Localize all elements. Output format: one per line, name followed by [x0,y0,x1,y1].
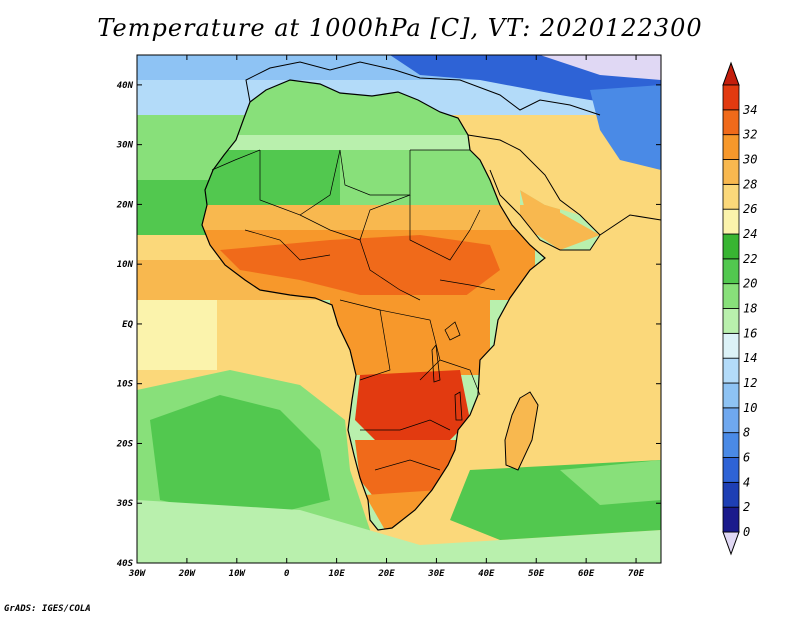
colorbar-label: 12 [743,376,757,390]
colorbar-box [722,382,740,409]
colorbar-label: 18 [743,302,757,316]
grads-credit: GrADS: IGES/COLA [4,604,91,614]
lon-tick-label: 50E [528,569,545,579]
lon-tick-label: 30W [128,569,147,579]
colorbar-box [722,457,740,483]
map-frame [136,54,662,564]
colorbar-box [722,308,740,334]
colorbar-box [722,283,740,309]
map-title: Temperature at 1000hPa [C], VT: 20201223… [97,14,703,42]
colorbar-box [722,332,740,359]
europe-coastline [245,61,601,116]
colorbar-box [722,208,740,235]
colorbar-label: 26 [743,202,757,216]
colorbar-label: 16 [743,326,757,340]
colorbar-box [722,506,740,533]
colorbar-label: 6 [743,451,750,465]
colorbar-over-arrow [722,61,740,86]
colorbar-label: 24 [743,227,757,241]
lon-axis: 30W 20W 10W 0 10E 20E 30E 40E 50E 60E 70E [128,55,645,579]
colorbar-box [722,258,740,285]
colorbar-label: 22 [743,252,757,266]
lat-tick-label: 30N [116,141,134,151]
colorbar-box [722,159,740,185]
colorbar-label: 2 [743,500,750,514]
colorbar-box [722,481,740,508]
colorbar-label: 8 [743,426,750,440]
lon-tick-label: 30E [427,569,445,579]
colorbar-label: 28 [743,177,757,191]
colorbar-box [722,407,740,434]
lat-tick-label: 40S [117,559,134,569]
lon-tick-label: 40E [478,569,495,579]
lat-tick-label: 10S [117,380,134,390]
lon-tick-label: 60E [578,569,595,579]
colorbar-label: 20 [743,277,757,291]
lon-tick-label: 0 [284,569,290,579]
lon-tick-label: 20E [377,569,395,579]
colorbar-box [722,233,740,260]
colorbar-label: 34 [742,103,757,117]
colorbar-box [722,357,740,384]
madagascar-outline [504,391,539,471]
colorbar-label: 30 [742,153,757,167]
lat-axis: 40N 30N 20N 10N EQ 10S 20S 30S 40S [116,81,661,569]
lat-tick-label: 30S [116,499,134,509]
africa-coastline [201,79,546,531]
lon-tick-label: 10E [328,569,345,579]
lon-tick-label: 20W [178,569,197,579]
colorbar-label: 4 [743,475,750,489]
colorbar-box [722,84,740,111]
lon-tick-label: 10W [229,569,247,579]
lat-tick-label: 10N [117,260,134,270]
colorbar-label: 0 [743,525,750,539]
lat-tick-label: EQ [122,320,133,330]
lakes [431,321,463,421]
colorbar-box [722,109,740,136]
colorbar-label: 14 [743,351,757,365]
colorbar-box [722,134,740,160]
lat-tick-label: 20N [116,200,134,210]
lat-tick-label: 20S [116,439,134,449]
asia-coastline [599,214,662,236]
colorbar-label: 10 [743,401,757,415]
colorbar-box [722,183,740,210]
colorbar-box [722,432,740,458]
colorbar-under-arrow [722,531,740,556]
colorbar-label: 32 [742,128,757,142]
lon-tick-label: 70E [628,569,645,579]
lat-tick-label: 40N [117,81,134,91]
